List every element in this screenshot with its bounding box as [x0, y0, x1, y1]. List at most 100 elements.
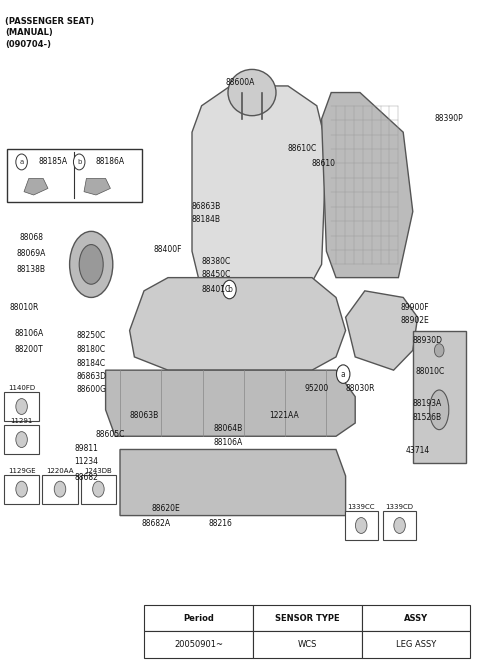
Circle shape	[93, 481, 104, 497]
Polygon shape	[106, 370, 355, 436]
Bar	[253, 605, 361, 631]
Text: 88902E: 88902E	[401, 316, 430, 325]
Text: 88010R: 88010R	[10, 303, 39, 312]
Polygon shape	[130, 278, 346, 370]
FancyBboxPatch shape	[4, 475, 39, 504]
Text: 88682: 88682	[74, 473, 98, 482]
Circle shape	[336, 365, 350, 383]
Text: 43714: 43714	[406, 446, 430, 455]
FancyBboxPatch shape	[4, 392, 39, 421]
FancyBboxPatch shape	[42, 475, 78, 504]
Text: 88605C: 88605C	[96, 430, 125, 439]
Text: 88068: 88068	[19, 233, 43, 243]
Bar	[253, 631, 361, 658]
Text: 1140FD: 1140FD	[8, 385, 35, 391]
Circle shape	[73, 154, 85, 170]
Text: 88010C: 88010C	[415, 367, 444, 376]
Text: SENSOR TYPE: SENSOR TYPE	[275, 613, 339, 623]
Text: WCS: WCS	[298, 640, 317, 649]
Text: 88600A: 88600A	[226, 78, 255, 87]
Text: 1221AA: 1221AA	[269, 410, 299, 420]
Text: 1220AA: 1220AA	[46, 467, 74, 474]
Bar	[144, 631, 253, 658]
Text: 95200: 95200	[305, 384, 329, 393]
Ellipse shape	[79, 245, 103, 284]
Text: 88185A: 88185A	[38, 157, 68, 167]
Circle shape	[16, 481, 27, 497]
Text: 88600G: 88600G	[77, 385, 107, 395]
Bar	[361, 631, 470, 658]
Circle shape	[16, 154, 27, 170]
Text: 88250C: 88250C	[77, 331, 106, 340]
Text: 89811: 89811	[74, 444, 98, 453]
Text: 88930D: 88930D	[413, 336, 443, 345]
Text: 88064B: 88064B	[214, 424, 243, 433]
Text: 88184B: 88184B	[192, 215, 221, 224]
Ellipse shape	[430, 390, 449, 430]
Text: 88063B: 88063B	[130, 410, 159, 420]
Text: 88400F: 88400F	[154, 245, 182, 254]
Text: 88106A: 88106A	[214, 438, 243, 447]
Text: 88390P: 88390P	[434, 114, 463, 124]
Text: 88069A: 88069A	[17, 249, 46, 258]
Ellipse shape	[228, 69, 276, 116]
Polygon shape	[346, 291, 418, 370]
Text: 88030R: 88030R	[346, 384, 375, 393]
FancyBboxPatch shape	[345, 511, 378, 540]
Text: 88180C: 88180C	[77, 344, 106, 354]
Polygon shape	[120, 449, 346, 516]
Circle shape	[54, 481, 66, 497]
FancyBboxPatch shape	[81, 475, 116, 504]
Text: LEG ASSY: LEG ASSY	[396, 640, 436, 649]
Text: a: a	[341, 369, 346, 379]
Circle shape	[16, 399, 27, 414]
Text: 88620E: 88620E	[151, 504, 180, 514]
Text: 88610: 88610	[312, 159, 336, 169]
FancyBboxPatch shape	[7, 149, 142, 202]
Text: 88184C: 88184C	[77, 359, 106, 368]
FancyBboxPatch shape	[4, 425, 39, 454]
Circle shape	[16, 432, 27, 447]
Text: 11291: 11291	[11, 418, 33, 424]
Text: (090704-): (090704-)	[5, 40, 51, 50]
Text: 1339CC: 1339CC	[348, 504, 375, 510]
Polygon shape	[322, 93, 413, 278]
Polygon shape	[24, 178, 48, 195]
Ellipse shape	[70, 231, 113, 297]
Text: 1339CD: 1339CD	[385, 504, 414, 510]
Text: (PASSENGER SEAT): (PASSENGER SEAT)	[5, 17, 94, 26]
Text: 81526B: 81526B	[413, 413, 442, 422]
Text: 88610C: 88610C	[288, 144, 317, 153]
Polygon shape	[84, 178, 110, 195]
Text: 1243DB: 1243DB	[84, 467, 112, 474]
Text: 88193A: 88193A	[413, 399, 442, 408]
Text: 88138B: 88138B	[17, 265, 46, 274]
Text: 88200T: 88200T	[14, 344, 43, 354]
Text: 86863B: 86863B	[192, 202, 221, 211]
Circle shape	[355, 518, 367, 533]
Text: 88216: 88216	[209, 519, 233, 528]
FancyBboxPatch shape	[383, 511, 416, 540]
Circle shape	[223, 280, 236, 299]
Text: 89900F: 89900F	[401, 303, 430, 312]
Text: 88380C: 88380C	[202, 256, 231, 266]
Text: Period: Period	[183, 613, 214, 623]
Circle shape	[394, 518, 406, 533]
Text: 20050901~: 20050901~	[174, 640, 223, 649]
Text: 1129GE: 1129GE	[8, 467, 36, 474]
Text: 88682A: 88682A	[142, 519, 171, 528]
Polygon shape	[192, 86, 326, 291]
Text: 86863D: 86863D	[77, 372, 107, 381]
Polygon shape	[413, 330, 466, 463]
Text: 88450C: 88450C	[202, 270, 231, 279]
Text: 88186A: 88186A	[96, 157, 125, 167]
Circle shape	[434, 344, 444, 357]
Text: ASSY: ASSY	[404, 613, 428, 623]
Text: 11234: 11234	[74, 457, 98, 466]
Text: a: a	[20, 159, 24, 165]
Text: 88106A: 88106A	[14, 329, 44, 338]
Text: (MANUAL): (MANUAL)	[5, 28, 52, 38]
Text: b: b	[227, 285, 232, 294]
Text: b: b	[77, 159, 82, 165]
Bar	[144, 605, 253, 631]
